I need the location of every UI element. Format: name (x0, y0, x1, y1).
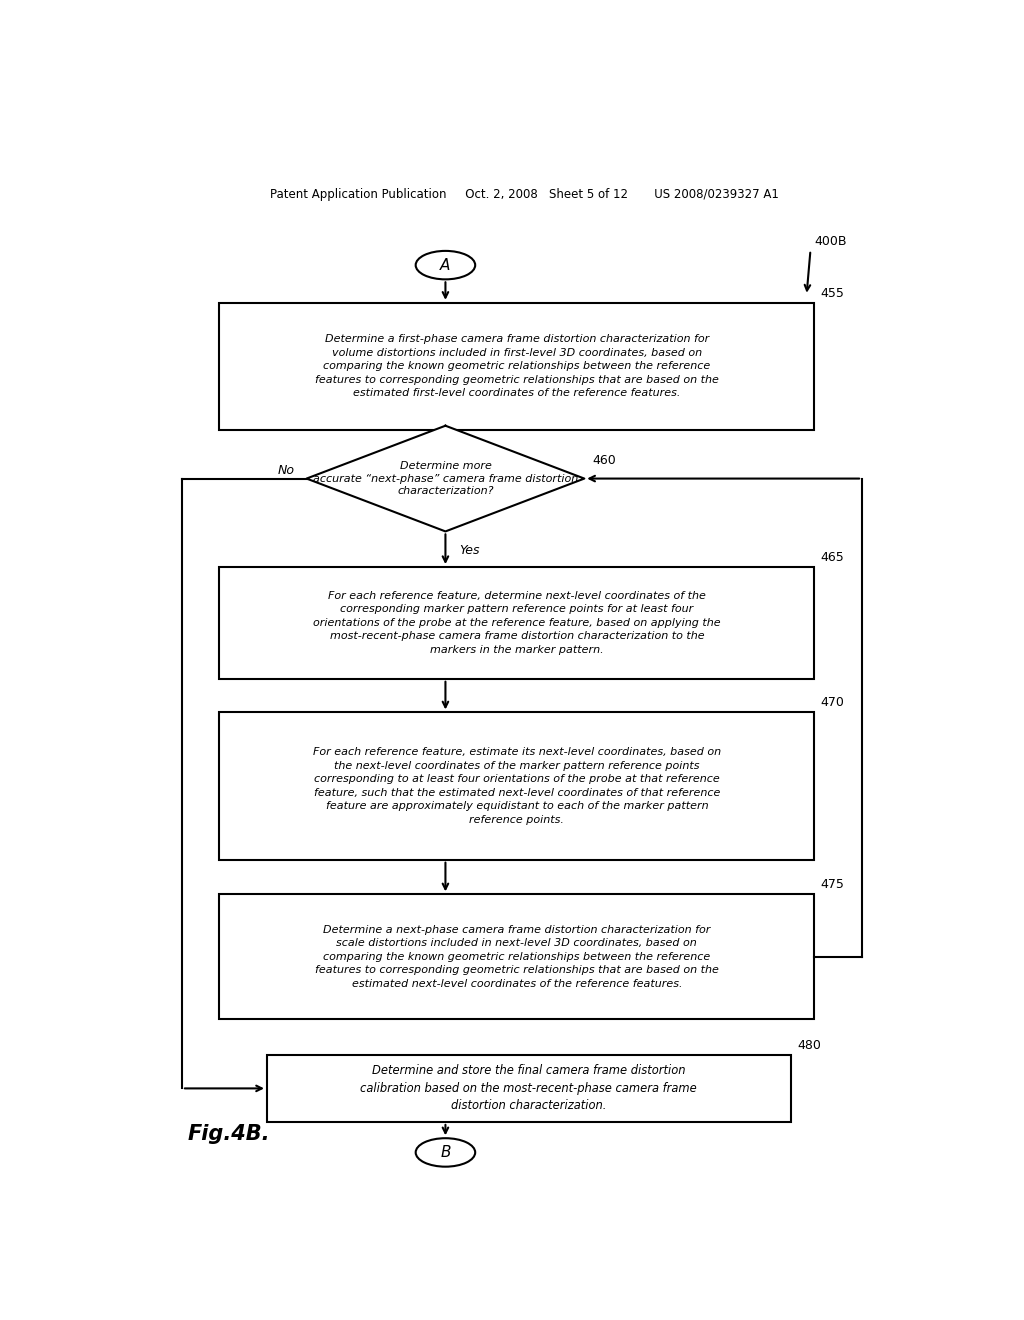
Text: 475: 475 (821, 878, 845, 891)
Text: Determine a next-phase camera frame distortion characterization for
scale distor: Determine a next-phase camera frame dist… (315, 924, 719, 989)
FancyBboxPatch shape (219, 568, 814, 678)
Text: 400B: 400B (814, 235, 847, 248)
Text: 465: 465 (821, 550, 845, 564)
Ellipse shape (416, 251, 475, 280)
Text: Determine a first-phase camera frame distortion characterization for
volume dist: Determine a first-phase camera frame dis… (315, 334, 719, 399)
Polygon shape (306, 426, 585, 532)
Text: Determine and store the final camera frame distortion
calibration based on the m: Determine and store the final camera fra… (360, 1064, 697, 1113)
FancyBboxPatch shape (219, 302, 814, 430)
Text: No: No (278, 463, 295, 477)
Text: B: B (440, 1144, 451, 1160)
Text: A: A (440, 257, 451, 273)
Text: For each reference feature, determine next-level coordinates of the
correspondin: For each reference feature, determine ne… (313, 590, 721, 655)
Text: Determine more
accurate “next-phase” camera frame distortion
characterization?: Determine more accurate “next-phase” cam… (312, 461, 579, 496)
Text: Yes: Yes (459, 544, 479, 557)
Text: 455: 455 (821, 286, 845, 300)
Text: Patent Application Publication     Oct. 2, 2008   Sheet 5 of 12       US 2008/02: Patent Application Publication Oct. 2, 2… (270, 189, 779, 202)
FancyBboxPatch shape (219, 713, 814, 859)
FancyBboxPatch shape (267, 1055, 791, 1122)
Text: 480: 480 (797, 1039, 821, 1052)
Text: Fig.4B.: Fig.4B. (187, 1125, 270, 1144)
FancyBboxPatch shape (219, 894, 814, 1019)
Ellipse shape (416, 1138, 475, 1167)
Text: 470: 470 (821, 696, 845, 709)
Text: For each reference feature, estimate its next-level coordinates, based on
the ne: For each reference feature, estimate its… (312, 747, 721, 825)
Text: 460: 460 (592, 454, 616, 467)
